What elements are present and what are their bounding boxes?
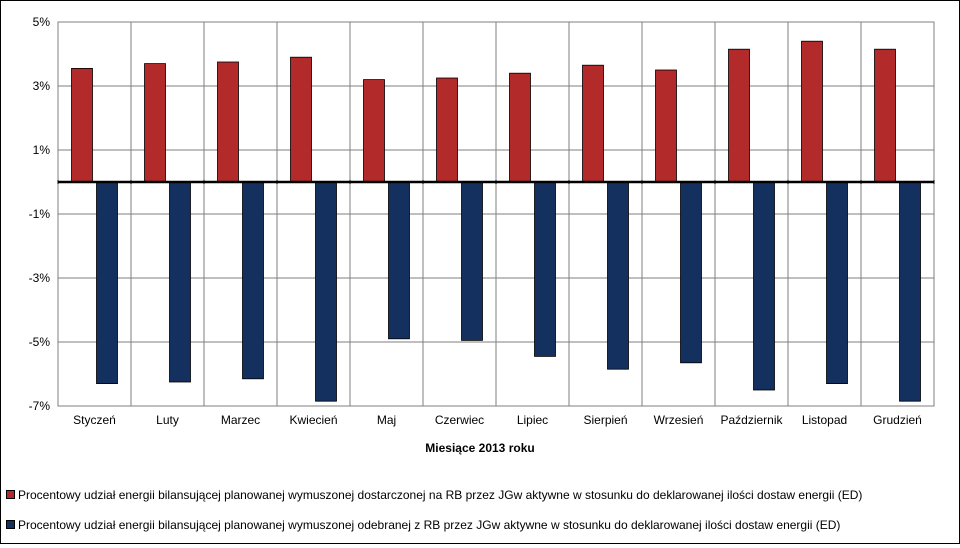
x-tick-label: Czerwiec [435,413,484,427]
legend-label-series2: Procentowy udział energii bilansującej p… [18,518,841,532]
bar-series2 [169,181,191,383]
y-tick-label: -7% [29,399,51,413]
x-tick-label: Grudzień [873,413,922,427]
legend-item-series2: Procentowy udział energii bilansującej p… [6,518,862,534]
bar-series1 [728,48,750,183]
x-tick-label: Wrzesień [654,413,704,427]
y-tick-label: -1% [29,207,51,221]
bar-series1 [217,61,239,183]
y-tick-label: -3% [29,271,51,285]
bar-series1 [71,68,93,183]
bar-series2 [899,181,921,402]
y-tick-label: -5% [29,335,51,349]
bars-group [57,40,935,402]
x-tick-label: Lipiec [517,413,548,427]
bar-series1 [801,40,823,183]
x-tick-label: Luty [156,413,179,427]
y-tick-label: 1% [33,143,51,157]
x-axis-ticks: Styczeń Luty Marzec Kwiecień Maj Czerwiec Lipi… [73,413,922,427]
x-tick-label: Październik [720,413,783,427]
bar-series2 [388,181,410,340]
x-tick-label: Listopad [802,413,847,427]
bar-series1 [509,72,531,183]
legend-swatch-series2 [6,520,15,530]
bar-series2 [680,181,702,364]
x-tick-label: Kwiecień [289,413,337,427]
legend-swatch-series1 [6,490,15,500]
vertical-gridlines [130,22,862,406]
bar-series2 [753,181,775,391]
y-axis-ticks: 5% 3% 1% -1% -3% -5% -7% [29,15,51,413]
bar-series2 [607,181,629,370]
y-tick-label: 5% [33,15,51,29]
y-tick-label: 3% [33,79,51,93]
bar-series1 [144,63,166,183]
legend-item-series1: Procentowy udział energii bilansującej p… [6,488,862,504]
bar-series1 [436,77,458,183]
x-tick-label: Sierpień [583,413,627,427]
legend: Procentowy udział energii bilansującej p… [6,488,862,548]
bar-series1 [874,48,896,183]
bar-series2 [96,181,118,385]
x-tick-label: Styczeń [73,413,116,427]
bar-series2 [534,181,556,357]
bar-series1 [655,69,677,183]
bar-series2 [461,181,483,341]
bar-series1 [290,56,312,183]
x-axis-title: Miesiące 2013 roku [425,441,535,455]
bar-series2 [826,181,848,385]
x-tick-label: Marzec [221,413,260,427]
bar-series1 [363,79,385,183]
legend-label-series1: Procentowy udział energii bilansującej p… [18,488,863,502]
x-tick-label: Maj [377,413,396,427]
bar-series1 [582,64,604,183]
bar-series2 [315,181,337,402]
bar-series2 [242,181,264,380]
